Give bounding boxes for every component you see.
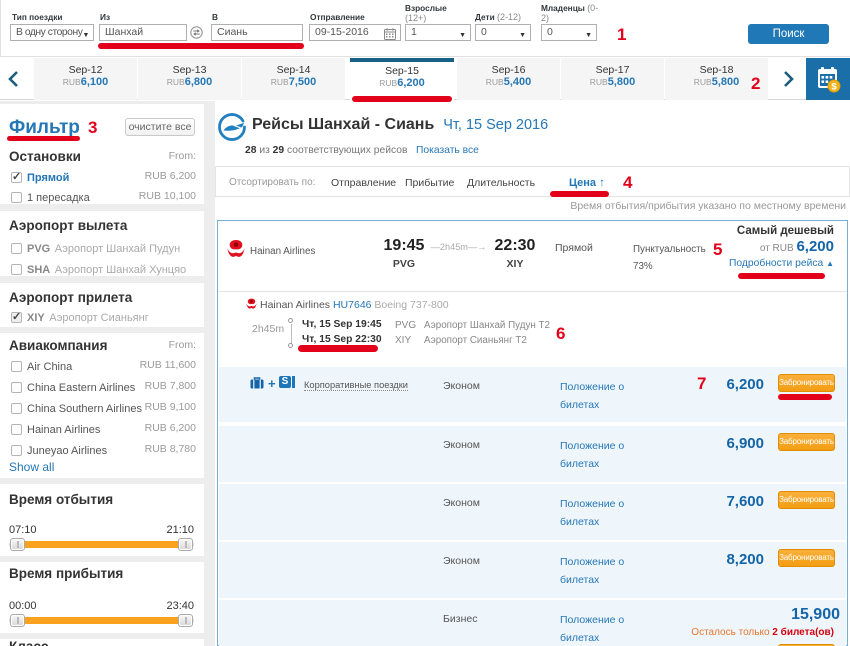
svg-text:$: $	[831, 82, 837, 93]
